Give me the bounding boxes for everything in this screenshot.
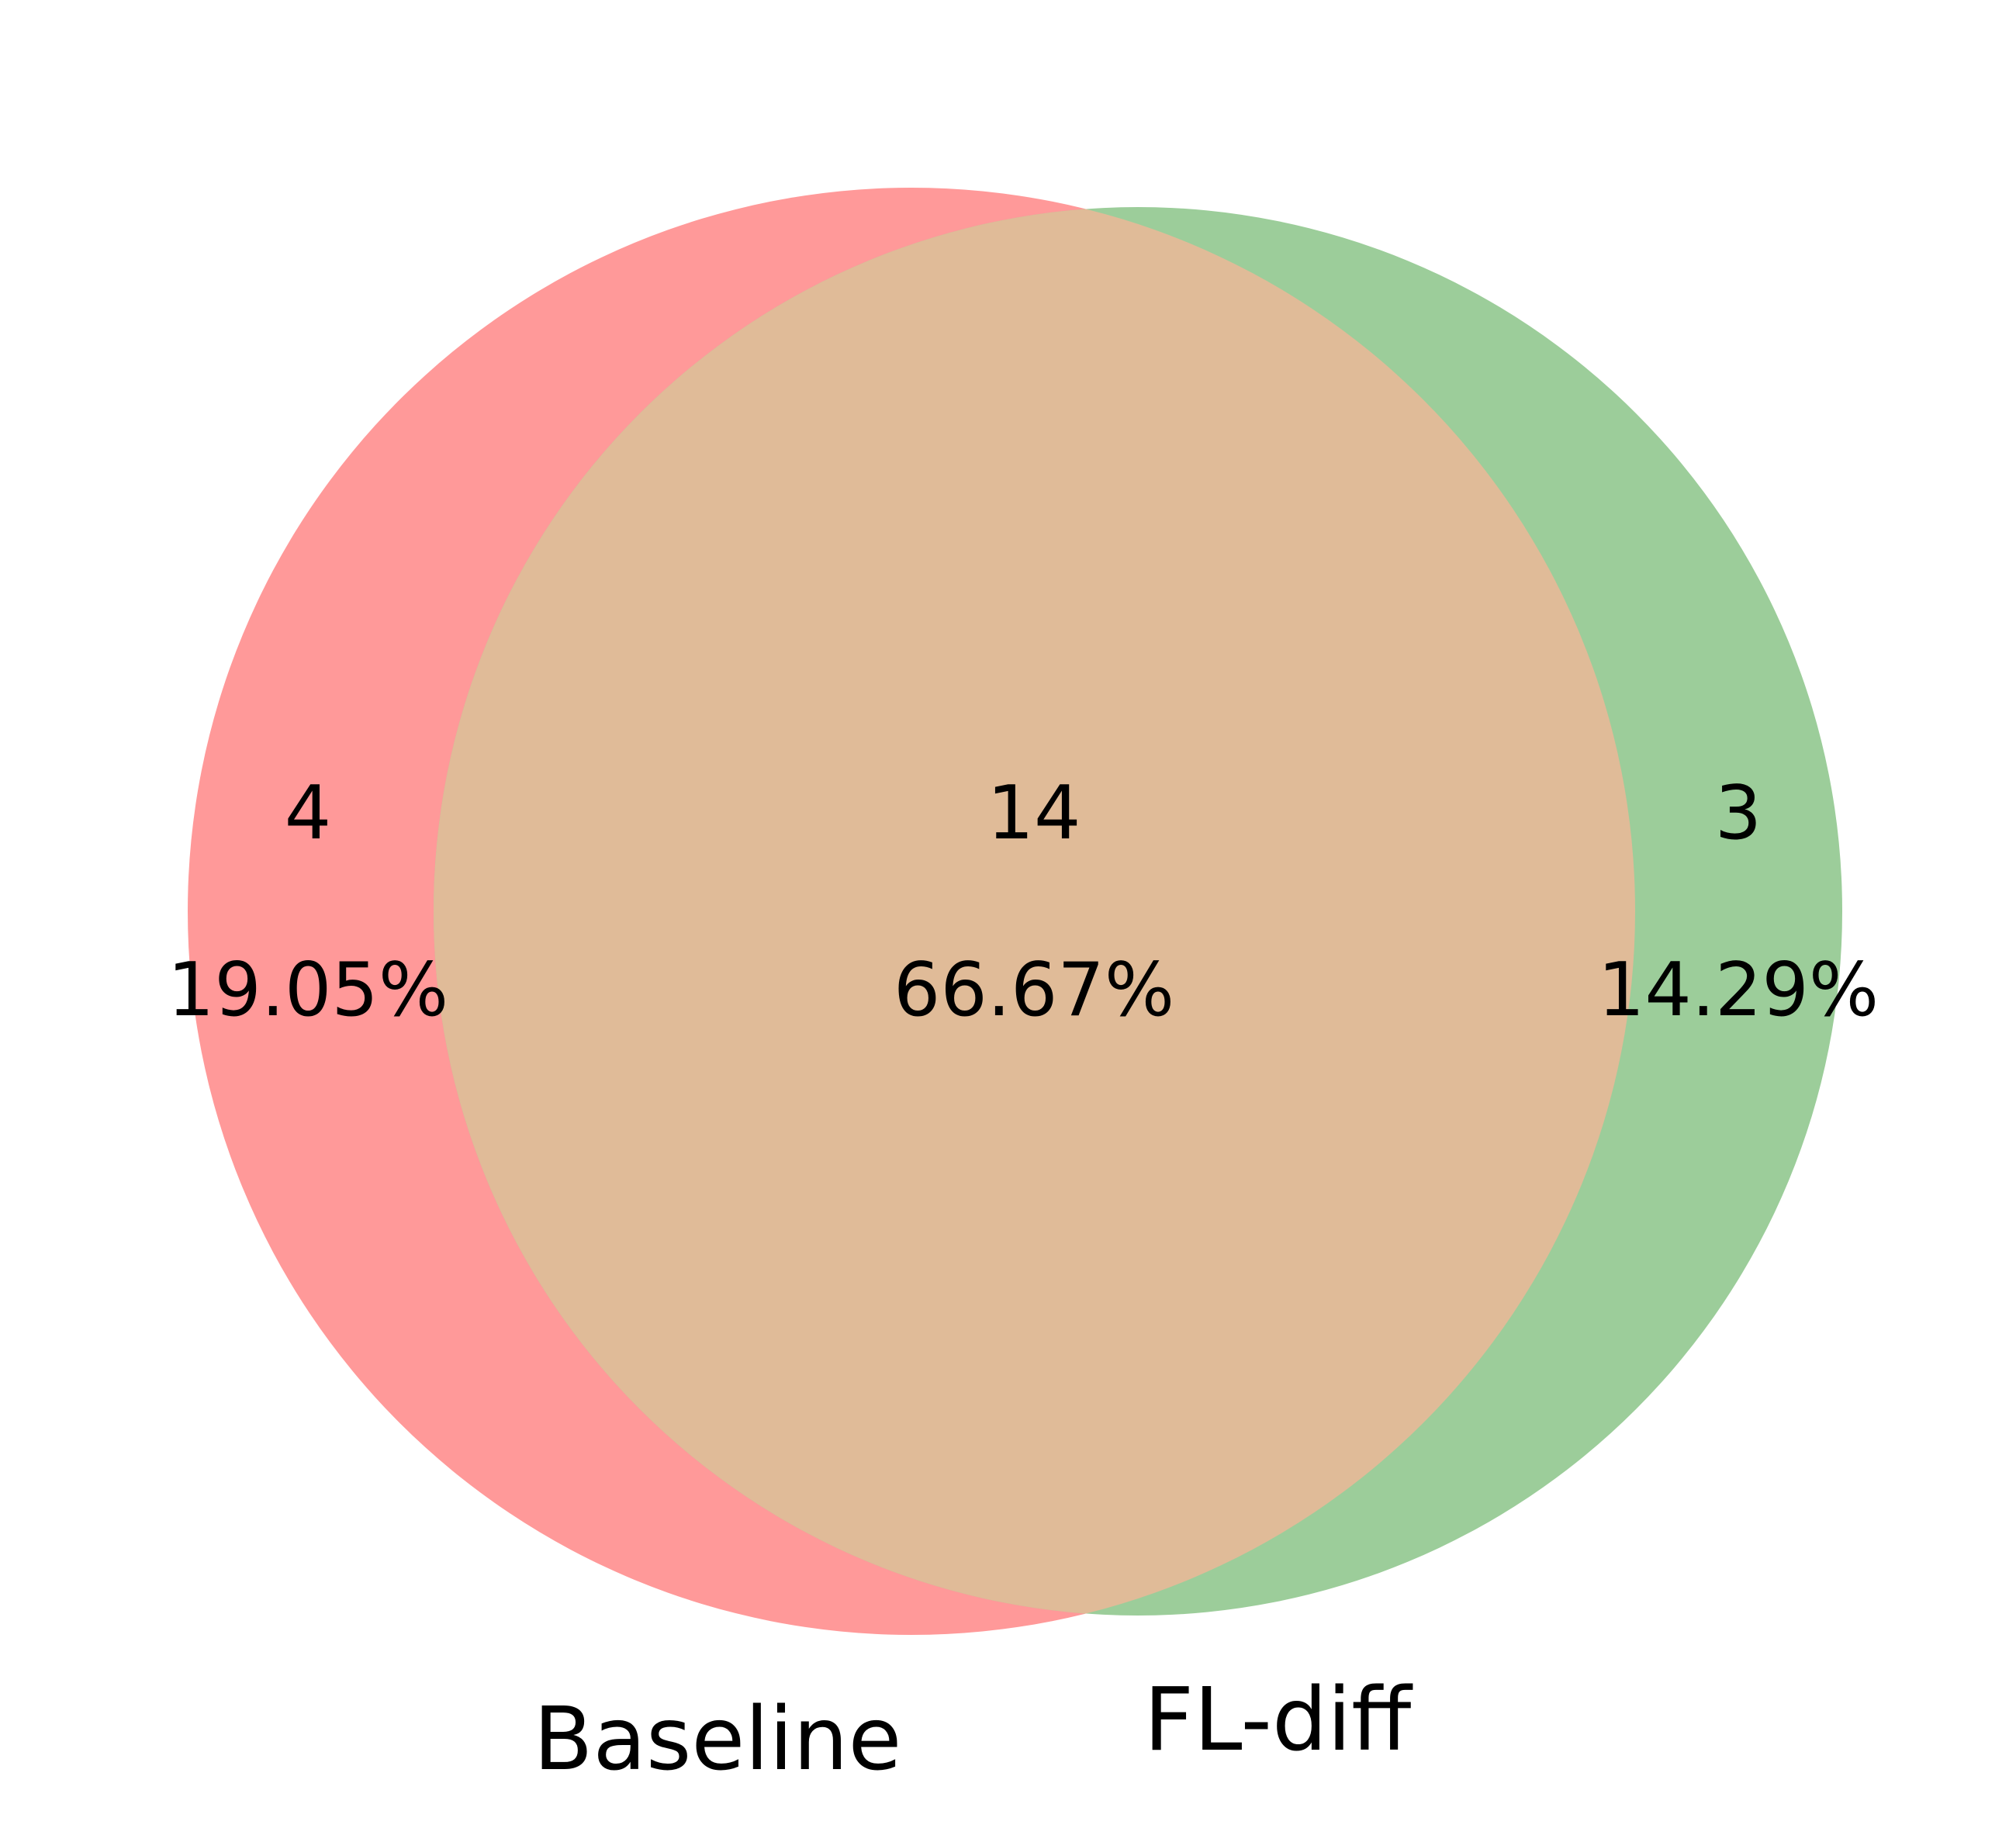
region-share: 66.67%: [894, 948, 1174, 1033]
set-label: FL-diff: [1144, 1670, 1413, 1771]
region-count: 3: [1715, 771, 1762, 856]
region-count: 14: [987, 771, 1081, 856]
region-share: 19.05%: [168, 948, 448, 1033]
region-share: 14.29%: [1598, 948, 1879, 1033]
region-intersection: [434, 207, 1635, 1616]
set-label: Baseline: [534, 1689, 902, 1790]
region-count: 4: [285, 771, 331, 856]
